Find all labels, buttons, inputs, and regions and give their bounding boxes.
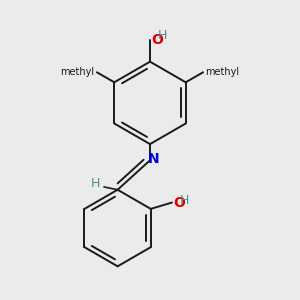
Text: methyl: methyl xyxy=(61,67,94,77)
Text: O: O xyxy=(151,33,163,46)
Text: H: H xyxy=(91,178,101,190)
Text: methyl: methyl xyxy=(206,67,239,77)
Text: O: O xyxy=(173,196,185,209)
Text: H: H xyxy=(180,194,190,207)
Text: H: H xyxy=(158,29,168,42)
Text: N: N xyxy=(148,152,159,167)
